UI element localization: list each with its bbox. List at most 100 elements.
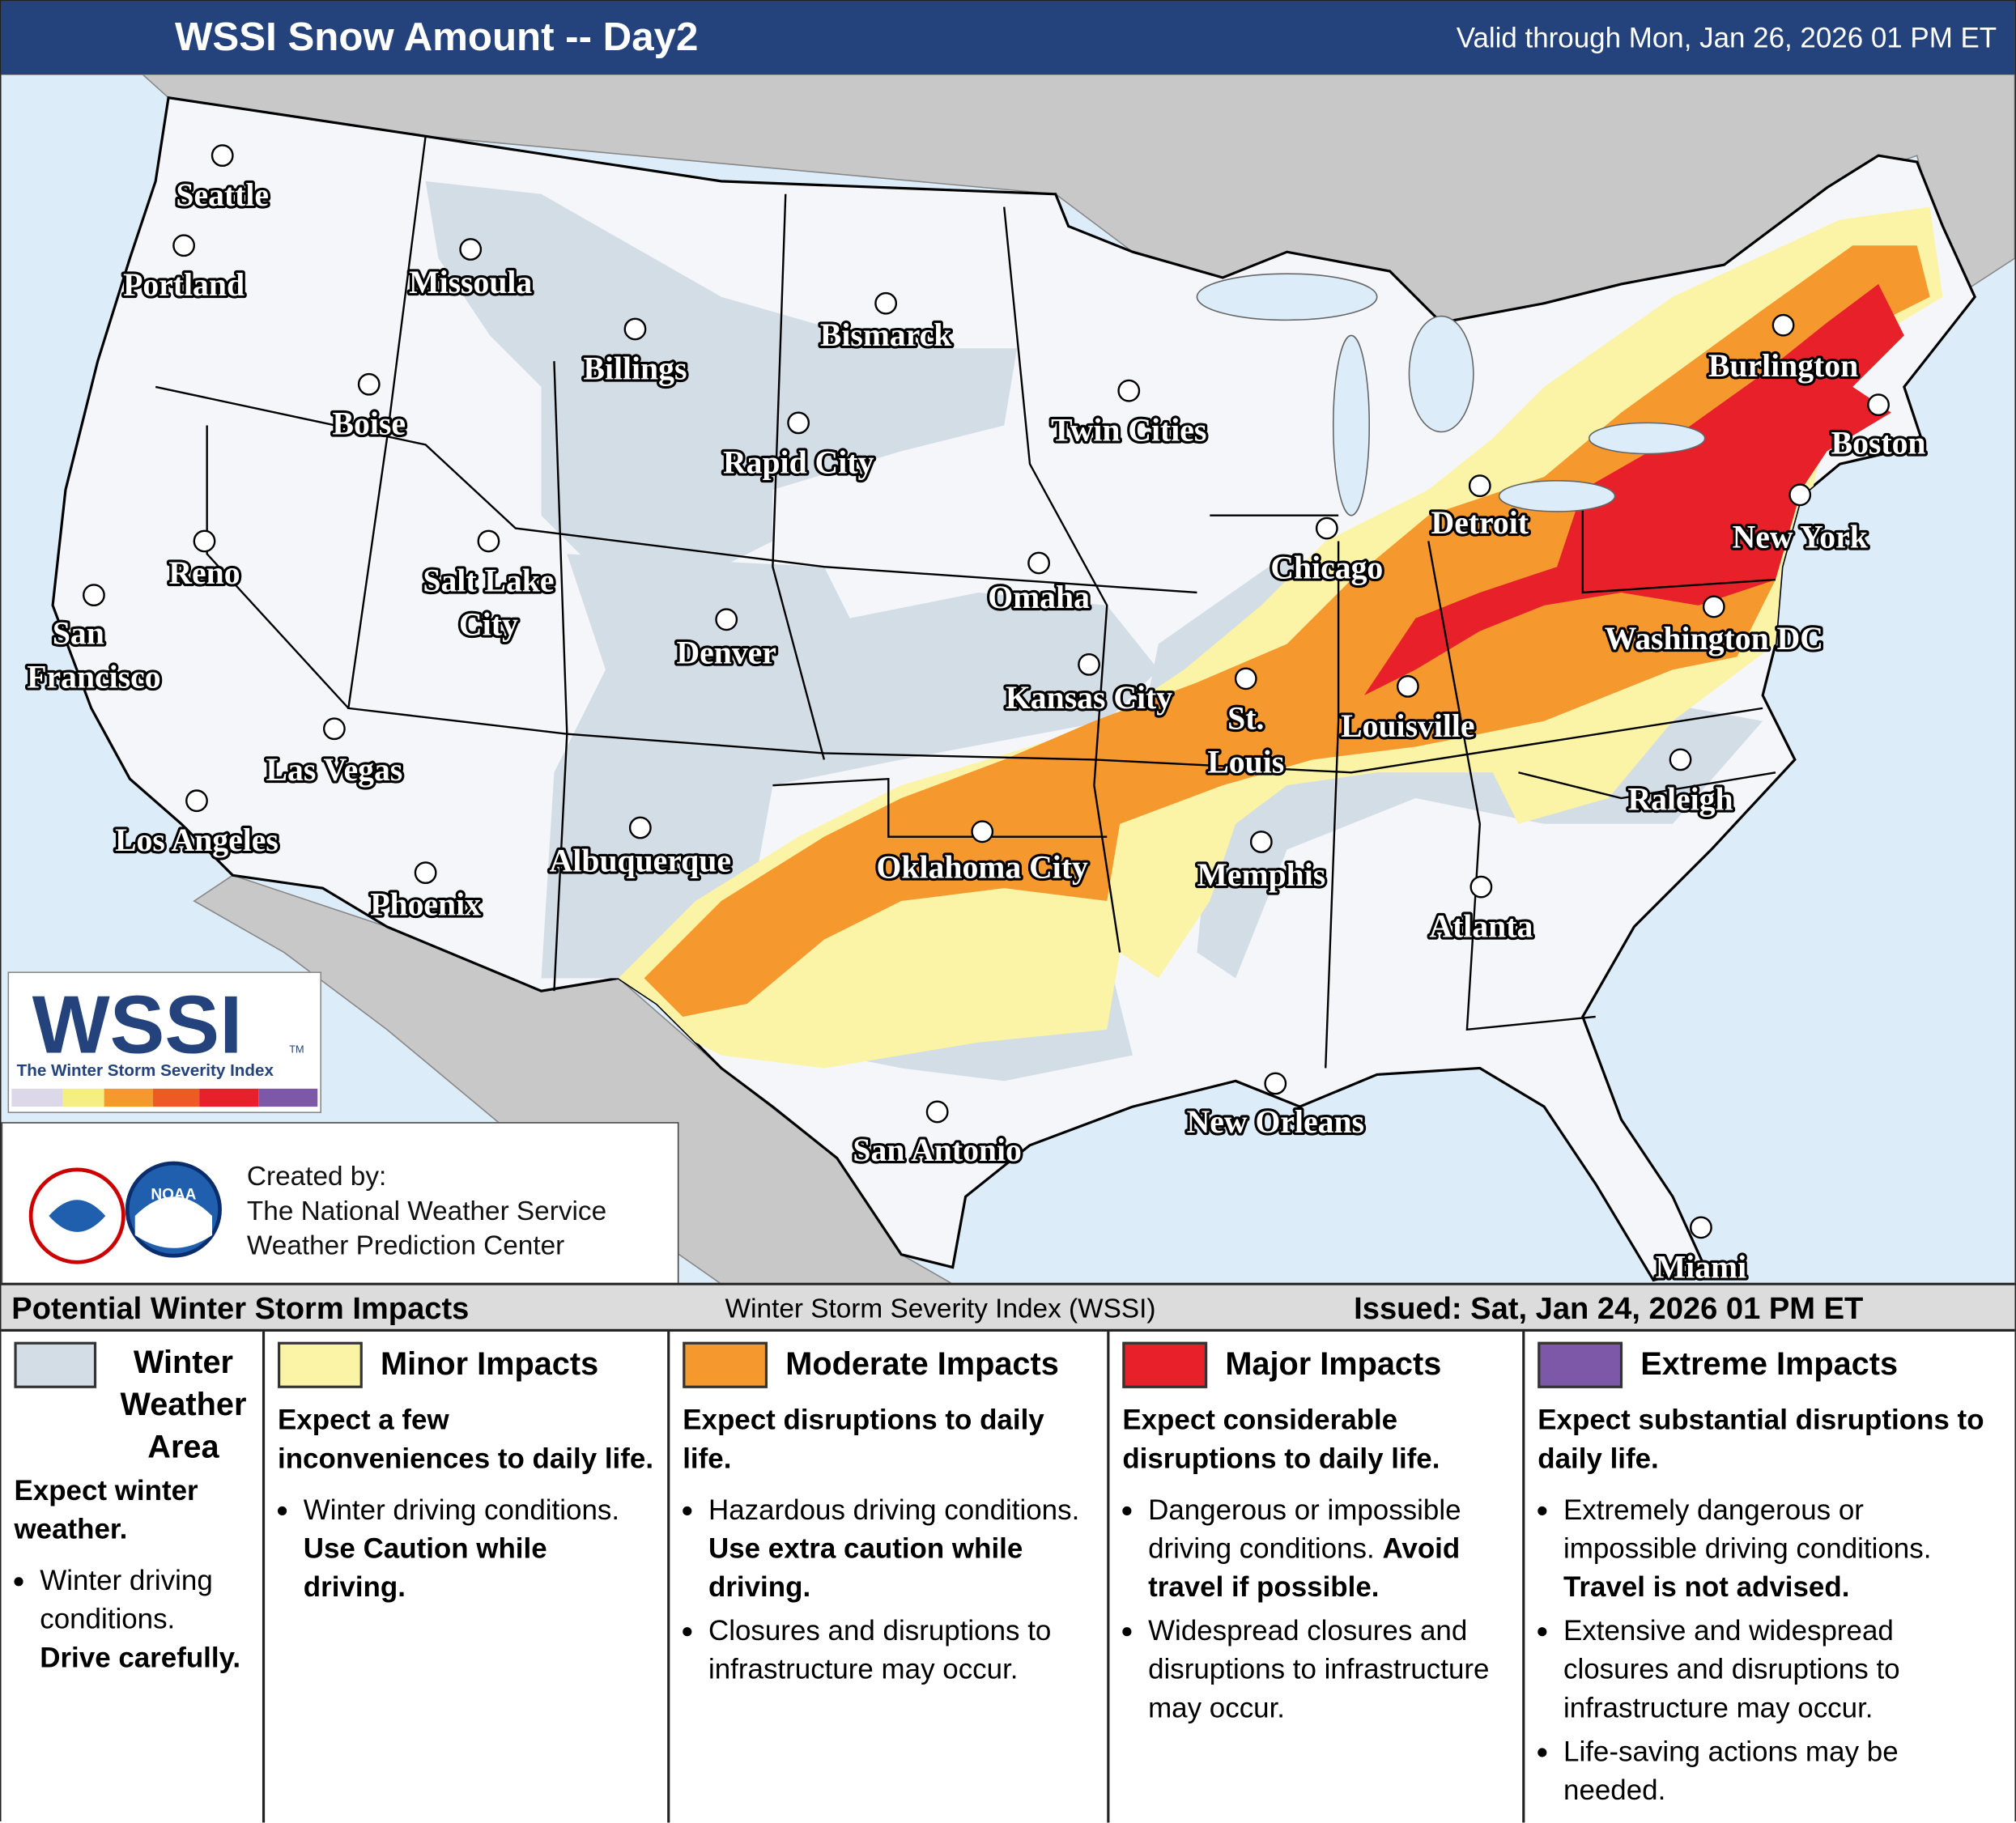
city-dot — [357, 372, 381, 396]
city-dot — [874, 291, 898, 315]
city-dot — [971, 820, 994, 844]
city-label: St. — [1227, 700, 1264, 736]
map: Seattle Portland Missoula Billings Bismarck B… — [1, 74, 2015, 1285]
city-dot — [787, 411, 810, 435]
legend-summary: Expect disruptions to daily life. — [683, 1403, 1044, 1475]
city-dot — [1702, 595, 1725, 618]
legend-swatch — [683, 1341, 768, 1388]
state-lines — [155, 136, 1776, 1069]
city-label: Washington DC — [1605, 621, 1823, 657]
legend-columns: Winter Weather Area Expect winter weather… — [2, 1331, 2015, 1823]
legend-bullets: Extremely dangerous or impossible drivin… — [1538, 1491, 2004, 1810]
city-label: Las Vegas — [266, 752, 403, 788]
cities: Seattle Portland Missoula Billings Bismarck B… — [24, 144, 1929, 1284]
legend-bullets: Dangerous or impossible driving conditio… — [1122, 1491, 1512, 1727]
city-label: Louisville — [1341, 708, 1474, 744]
legend-center: Winter Storm Severity Index (WSSI) — [725, 1294, 1156, 1324]
issued: Issued: Sat, Jan 24, 2026 01 PM ET — [1354, 1291, 1864, 1327]
legend-name: Moderate Impacts — [785, 1346, 1059, 1383]
logo-text: WSSI — [32, 978, 243, 1070]
city-label: Twin Cities — [1051, 413, 1206, 448]
bullet-text: Closures and disruptions to infrastructu… — [708, 1614, 1052, 1685]
city-dot — [83, 584, 105, 607]
city-dot — [459, 238, 483, 261]
legend-name: Extreme Impacts — [1640, 1346, 1899, 1383]
legend-swatch — [278, 1341, 363, 1388]
city-label: Los Angeles — [115, 822, 279, 858]
city-label: Bismarck — [820, 317, 952, 353]
legend-name: Winter Weather Area — [120, 1344, 247, 1466]
city-dot — [1396, 674, 1419, 698]
credits: NOAA Created by: The National Weather Se… — [1, 1122, 679, 1285]
city-dot — [172, 234, 195, 257]
city-label: Rapid City — [723, 444, 874, 480]
city-label: Boise — [333, 406, 406, 442]
city-dot — [322, 717, 346, 741]
lake — [1332, 334, 1371, 516]
city-dot — [1249, 831, 1273, 853]
legend-bullet: Extremely dangerous or impossible drivin… — [1563, 1491, 2005, 1607]
bullet-bold: Travel is not advised. — [1563, 1570, 1850, 1603]
city-label: Burlington — [1708, 348, 1858, 384]
credit-line: The National Weather Service — [246, 1196, 607, 1226]
bullet-bold: Use Caution while driving. — [303, 1532, 547, 1603]
wssi-logo: WSSI TM The Winter Storm Severity Index — [7, 971, 321, 1114]
city-label: New Orleans — [1187, 1104, 1364, 1140]
winter-area — [541, 554, 1159, 979]
legend-summary: Expect winter weather. — [14, 1474, 198, 1545]
city-dot — [1078, 652, 1100, 676]
bullet-text: Life-saving actions may be needed. — [1563, 1735, 1899, 1806]
legend-name: Minor Impacts — [381, 1346, 599, 1383]
city-label: City — [459, 606, 518, 642]
bullet-text: Extensive and widespread closures and di… — [1563, 1614, 1900, 1724]
legend-bullet: Widespread closures and disruptions to i… — [1148, 1612, 1512, 1727]
legend-column: Winter Weather Area Expect winter weather… — [2, 1331, 266, 1823]
logo-swatch — [258, 1088, 318, 1107]
logo-swatch — [104, 1088, 153, 1107]
city-dot — [1264, 1072, 1287, 1095]
legend: Potential Winter Storm Impacts Winter St… — [1, 1282, 2015, 1823]
city-dot — [623, 317, 647, 341]
lake — [1196, 273, 1378, 321]
legend-head: Extreme Impacts — [1538, 1341, 2004, 1388]
city-label: Chicago — [1270, 550, 1383, 586]
legend-head: Winter Weather Area — [14, 1341, 252, 1469]
city-label: Salt Lake — [423, 563, 554, 598]
legend-head: Minor Impacts — [278, 1341, 657, 1388]
city-dot — [1234, 667, 1257, 691]
city-label: Denver — [676, 635, 776, 670]
legend-bar: Potential Winter Storm Impacts Winter St… — [1, 1285, 2015, 1332]
legend-summary: Expect substantial disruptions to daily … — [1538, 1403, 1984, 1475]
city-dot — [1027, 551, 1050, 575]
logo-graphic: WSSI TM The Winter Storm Severity Index — [11, 978, 318, 1107]
city-label: Boston — [1831, 425, 1926, 461]
city-dot — [1469, 875, 1493, 899]
nws-logo — [49, 1200, 106, 1232]
lake — [1408, 315, 1474, 433]
legend-swatch — [14, 1341, 97, 1388]
bullet-bold: Use extra caution while driving. — [708, 1532, 1023, 1603]
legend-bullets: Winter driving conditions. Drive careful… — [14, 1562, 252, 1677]
bullet-text: Widespread closures and disruptions to i… — [1148, 1614, 1490, 1724]
city-label: Portland — [123, 267, 245, 303]
city-label: Detroit — [1431, 505, 1529, 541]
legend-summary: Expect a few inconveniences to daily lif… — [278, 1403, 654, 1475]
city-dot — [1468, 474, 1491, 498]
bullet-text: Extremely dangerous or impossible drivin… — [1563, 1494, 1932, 1565]
legend-head: Moderate Impacts — [683, 1341, 1096, 1388]
city-dot — [1788, 483, 1812, 507]
logo-swatch — [11, 1088, 63, 1107]
noaa-text: NOAA — [151, 1186, 196, 1203]
logo-swatch — [62, 1088, 104, 1107]
legend-bullets: Winter driving conditions. Use Caution w… — [278, 1491, 657, 1607]
bullet-text: Dangerous or impossible driving conditio… — [1148, 1494, 1461, 1565]
logo-swatch — [199, 1088, 259, 1107]
city-label: San — [53, 615, 104, 651]
city-label: New York — [1733, 519, 1869, 555]
legend-swatch — [1122, 1341, 1208, 1388]
credit-line: Created by: — [246, 1162, 387, 1192]
lake — [1498, 480, 1616, 512]
title: WSSI Snow Amount -- Day2 — [174, 14, 699, 60]
city-dot — [1669, 748, 1692, 771]
city-label: Missoula — [409, 265, 532, 300]
